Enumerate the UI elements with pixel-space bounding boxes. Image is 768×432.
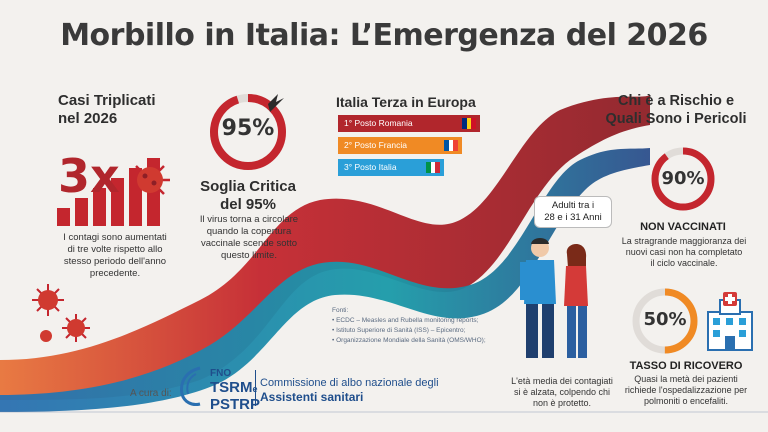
hospital-text-line: polmoniti o encefaliti. — [643, 396, 729, 406]
unvaccinated-text: La stragrande maggioranza dei nuovi casi… — [614, 236, 754, 269]
hospital-heading: TASSO DI RICOVERO — [629, 360, 743, 372]
logo-line2: TSRMe — [210, 380, 260, 397]
commission-line1: Commissione di albo nazionale degli — [260, 377, 439, 389]
virus-cluster-icon — [32, 284, 90, 342]
france-flag-icon — [444, 140, 459, 151]
people-text: L'età media dei contagiati si è alzata, … — [506, 376, 618, 409]
unvaccinated-heading: NON VACCINATI — [640, 221, 726, 233]
hospital-text: Quasi la metà dei pazienti richiede l'os… — [610, 374, 762, 407]
people-text-line: non è protetto. — [532, 398, 592, 408]
source-item: • Istituto Superiore di Sanità (ISS) – E… — [332, 327, 466, 334]
commission-text: Commissione di albo nazionale degli Assi… — [260, 376, 439, 404]
footer-divider — [255, 370, 256, 406]
europe-ranking: 1° Posto Romania 2° Posto Francia 3° Pos… — [338, 115, 480, 176]
threshold-text-line: Il virus torna a circolare — [199, 214, 299, 225]
triple-text-line: I contagi sono aumentati — [63, 232, 167, 243]
source-text: ECDC – Measles and Rubella monitoring re… — [336, 317, 479, 324]
triple-heading-line1: Casi Triplicati — [58, 92, 156, 109]
triple-big-number: 3x — [58, 149, 120, 203]
commission-line2: Assistenti sanitari — [260, 390, 364, 404]
rank-bar-1: 1° Posto Romania — [338, 115, 480, 132]
threshold-text: Il virus torna a circolare quando la cop… — [190, 214, 308, 262]
people-text-line: si è alzata, colpendo chi — [513, 387, 611, 397]
source-text: Organizzazione Mondiale della Sanità (OM… — [336, 337, 486, 344]
logo-line1: FNO — [210, 368, 232, 379]
source-item: • Organizzazione Mondiale della Sanità (… — [332, 337, 486, 344]
threshold-heading-line1: Soglia Critica — [200, 178, 296, 195]
threshold-heading-line2: del 95% — [220, 196, 276, 213]
fno-logo-icon — [180, 366, 201, 406]
threshold-percent: 95% — [221, 116, 275, 141]
triple-heading: Casi Triplicati nel 2026 — [58, 92, 156, 128]
risk-heading-line2: Quali Sono i Pericoli — [605, 111, 747, 127]
threshold-text-line: questo limite. — [221, 250, 277, 261]
sources-label: Fonti: — [332, 307, 349, 314]
italy-flag-icon — [426, 162, 441, 173]
hospital-text-line: Quasi la metà dei pazienti — [634, 374, 738, 384]
people-text-line: L'età media dei contagiati — [511, 376, 613, 386]
triple-text-line: di tre volte rispetto allo — [67, 244, 163, 255]
logo-line3: PSTRP — [210, 396, 261, 413]
fno-logo-text: FNO TSRMe PSTRP — [210, 368, 260, 412]
hospital-icon — [707, 292, 753, 351]
triple-heading-line2: nel 2026 — [58, 110, 118, 127]
virus-icon — [130, 160, 170, 200]
rank-bar-2: 2° Posto Francia — [338, 137, 462, 154]
sources-block: Fonti: • ECDC – Measles and Rubella moni… — [332, 306, 502, 346]
threshold-ring — [210, 94, 286, 170]
hospital-text-line: richiede l'ospedalizzazione per — [624, 385, 748, 395]
rank-bar-3: 3° Posto Italia — [338, 159, 444, 176]
unvaccinated-text-line: La stragrande maggioranza dei — [621, 236, 747, 246]
rank-label: 3° Posto Italia — [344, 162, 397, 172]
risk-heading-line1: Chi è a Rischio e — [617, 93, 735, 109]
triple-text-line: stesso periodo dell'anno — [63, 256, 167, 267]
curated-by-label: A cura di: — [130, 388, 172, 399]
unvaccinated-percent: 90% — [661, 168, 705, 189]
unvaccinated-text-line: nuovi casi non ha completato — [625, 247, 743, 257]
threshold-text-line: quando la copertura — [206, 226, 292, 237]
source-text: Istituto Superiore di Sanità (ISS) – Epi… — [336, 327, 466, 334]
unvaccinated-ring — [651, 147, 715, 211]
logo-tsrm: TSRM — [210, 379, 253, 396]
bubble-line2: 28 e i 31 Anni — [544, 212, 602, 223]
threshold-heading: Soglia Critica del 95% — [196, 178, 300, 214]
europe-heading: Italia Terza in Europa — [336, 94, 476, 110]
age-speech-bubble: Adulti tra i 28 e i 31 Anni — [534, 196, 612, 228]
young-adults-illustration — [520, 238, 588, 358]
hospital-rate-ring — [632, 288, 698, 354]
source-item: • ECDC – Measles and Rubella monitoring … — [332, 317, 479, 324]
hospital-percent: 50% — [643, 309, 687, 330]
unvaccinated-text-line: il ciclo vaccinale. — [650, 258, 718, 268]
rank-label: 1° Posto Romania — [344, 118, 413, 128]
threshold-text-line: vaccinale scende sotto — [200, 238, 298, 249]
triple-text-line: precedente. — [89, 268, 141, 279]
bubble-line1: Adulti tra i — [551, 200, 595, 211]
triple-text: I contagi sono aumentati di tre volte ri… — [50, 232, 180, 280]
page-title: Morbillo in Italia: L’Emergenza del 2026 — [60, 18, 708, 53]
romania-flag-icon — [462, 118, 477, 129]
rank-label: 2° Posto Francia — [344, 140, 407, 150]
risk-heading: Chi è a Rischio e Quali Sono i Pericoli — [596, 92, 756, 128]
